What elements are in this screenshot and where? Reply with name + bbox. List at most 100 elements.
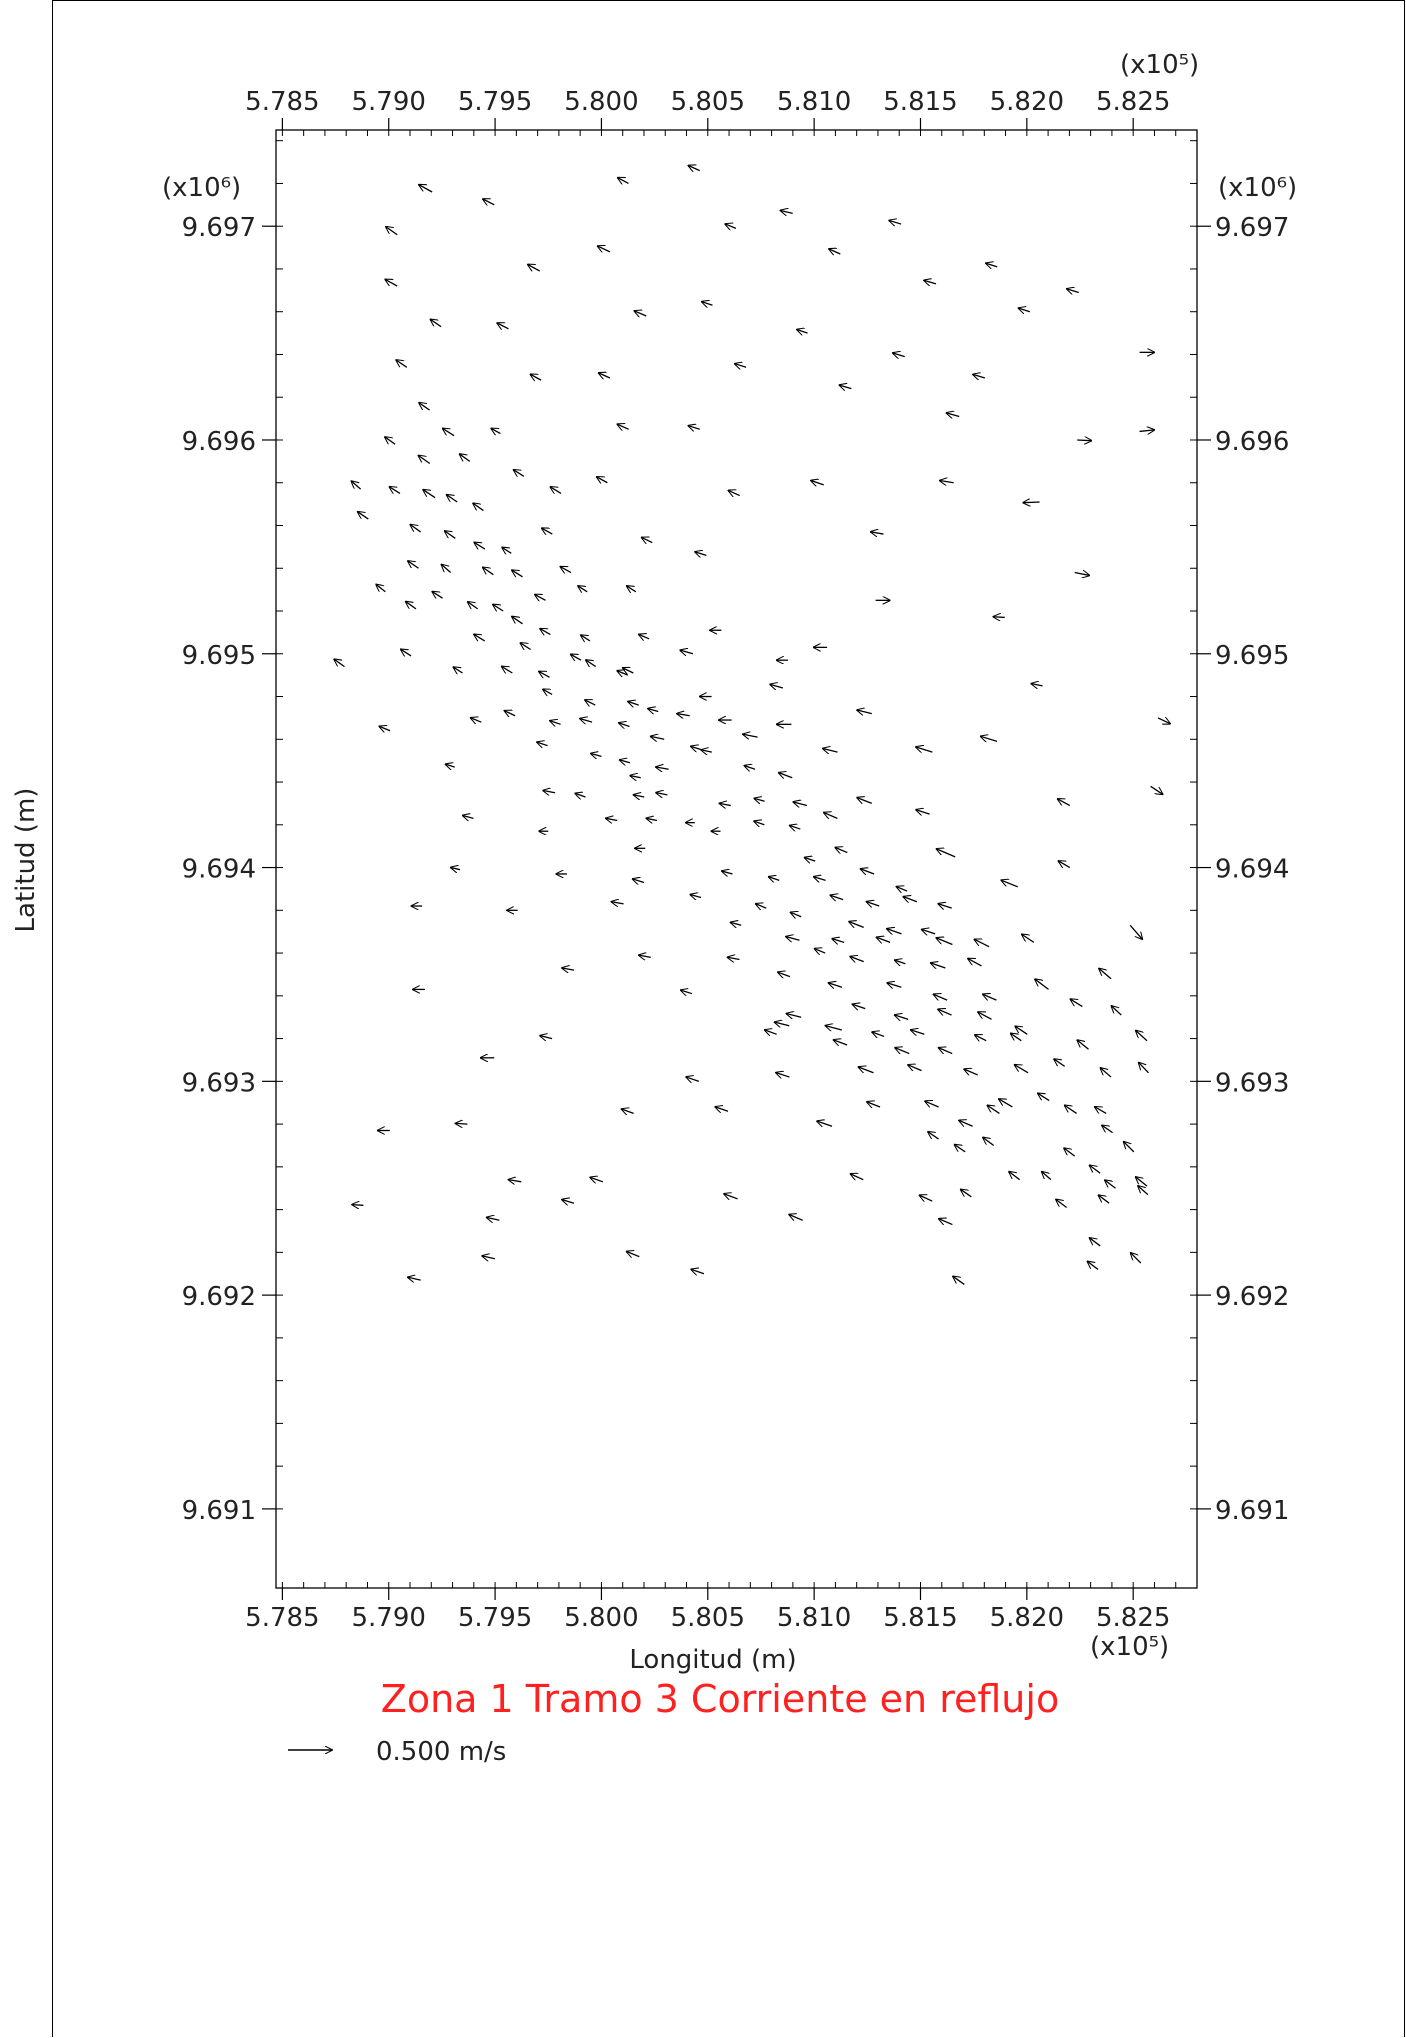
velocity-vector <box>463 815 474 818</box>
velocity-vector <box>924 280 937 284</box>
velocity-vector <box>754 798 765 801</box>
velocity-vector <box>1074 573 1090 576</box>
y-tick-label: 9.693 <box>182 1068 256 1098</box>
velocity-vector <box>401 649 412 656</box>
velocity-vector <box>867 1102 881 1107</box>
velocity-vector <box>778 972 791 976</box>
velocity-vector <box>938 904 952 908</box>
velocity-vector <box>562 1200 575 1204</box>
velocity-vector <box>1054 1059 1066 1067</box>
plot-area <box>275 129 1198 1589</box>
velocity-vector <box>639 955 651 957</box>
velocity-vector <box>468 602 479 610</box>
velocity-vector <box>938 1009 952 1015</box>
velocity-vector <box>1099 1195 1110 1204</box>
y-tick-label: 9.692 <box>182 1282 256 1312</box>
velocity-vector <box>688 166 700 171</box>
velocity-vector <box>823 749 838 753</box>
velocity-vector <box>1015 1026 1028 1035</box>
velocity-vector <box>686 1077 700 1081</box>
velocity-vector <box>754 821 765 825</box>
velocity-vector <box>919 1195 933 1201</box>
velocity-vector <box>805 858 816 862</box>
velocity-vector <box>460 454 471 462</box>
velocity-vector <box>743 734 758 737</box>
velocity-vector <box>1124 1142 1135 1153</box>
velocity-vector <box>928 1132 939 1140</box>
y-tick-label: 9.693 <box>1215 1068 1289 1098</box>
velocity-vector <box>617 671 629 675</box>
velocity-vector <box>528 264 541 272</box>
velocity-vector <box>719 803 731 805</box>
velocity-vector <box>493 604 504 611</box>
velocity-vector <box>443 428 455 437</box>
velocity-vector <box>597 477 608 483</box>
x-tick-label: 5.810 <box>777 1603 851 1633</box>
velocity-vector <box>1042 1172 1052 1181</box>
velocity-vector <box>1139 430 1155 432</box>
velocity-vector <box>775 1022 790 1026</box>
velocity-vector <box>722 871 733 874</box>
velocity-vector <box>986 263 998 267</box>
velocity-vector <box>839 385 852 389</box>
x-tick-label: 5.790 <box>352 1603 426 1633</box>
velocity-vector <box>471 718 482 722</box>
velocity-vector <box>539 671 550 677</box>
velocity-vector <box>441 565 452 574</box>
velocity-vector <box>1136 1031 1148 1042</box>
y-axis-title: Latitud (m) <box>11 788 41 933</box>
velocity-vector <box>385 437 396 445</box>
velocity-vector <box>1157 718 1170 724</box>
velocity-vector <box>580 719 593 723</box>
velocity-vector <box>512 617 523 625</box>
velocity-vector <box>961 1189 972 1198</box>
velocity-vector <box>352 1205 364 1206</box>
velocity-vector <box>690 895 702 898</box>
velocity-vector <box>975 1035 987 1041</box>
velocity-vector <box>530 374 542 380</box>
velocity-vector <box>959 1120 973 1126</box>
velocity-vector <box>445 531 456 539</box>
velocity-vector <box>776 1073 790 1077</box>
velocity-vector <box>487 1217 500 1220</box>
velocity-vector <box>939 1219 953 1225</box>
velocity-vector <box>627 1252 640 1257</box>
velocity-vector <box>520 643 531 650</box>
velocity-vector <box>981 736 998 741</box>
y-tick-label: 9.691 <box>182 1496 256 1526</box>
velocity-vector <box>508 1180 522 1182</box>
velocity-vector <box>974 939 990 948</box>
y-tick-label: 9.697 <box>182 213 256 243</box>
velocity-vector <box>893 353 905 357</box>
x-axis-title: Longitud (m) <box>629 1645 796 1675</box>
velocity-vector <box>1031 684 1043 686</box>
velocity-vector <box>599 373 611 378</box>
velocity-vector <box>1058 799 1071 807</box>
velocity-vector <box>940 481 954 483</box>
velocity-vector <box>385 279 398 287</box>
y-tick-label: 9.694 <box>182 855 256 885</box>
velocity-vector <box>895 960 906 964</box>
velocity-vector <box>811 480 824 484</box>
x-tick-label: 5.795 <box>458 1603 532 1633</box>
velocity-vector <box>1011 1033 1022 1042</box>
velocity-vector <box>857 798 873 805</box>
velocity-vector <box>537 742 548 746</box>
velocity-vector <box>955 1145 966 1153</box>
velocity-vector <box>646 818 658 820</box>
velocity-vector <box>725 224 737 228</box>
velocity-vector <box>937 849 956 858</box>
velocity-vector <box>858 1067 874 1074</box>
velocity-vector <box>550 487 562 494</box>
x-tick-label: 5.805 <box>671 1603 745 1633</box>
velocity-vector <box>829 249 841 254</box>
velocity-vector <box>964 1069 978 1075</box>
x-scale-label-top: (x10⁵) <box>1120 50 1199 80</box>
velocity-vector <box>656 793 668 795</box>
velocity-vector <box>535 595 546 601</box>
velocity-vector <box>1009 1172 1020 1181</box>
velocity-vector <box>648 709 659 712</box>
velocity-vector <box>351 481 362 490</box>
velocity-vector <box>688 426 700 430</box>
